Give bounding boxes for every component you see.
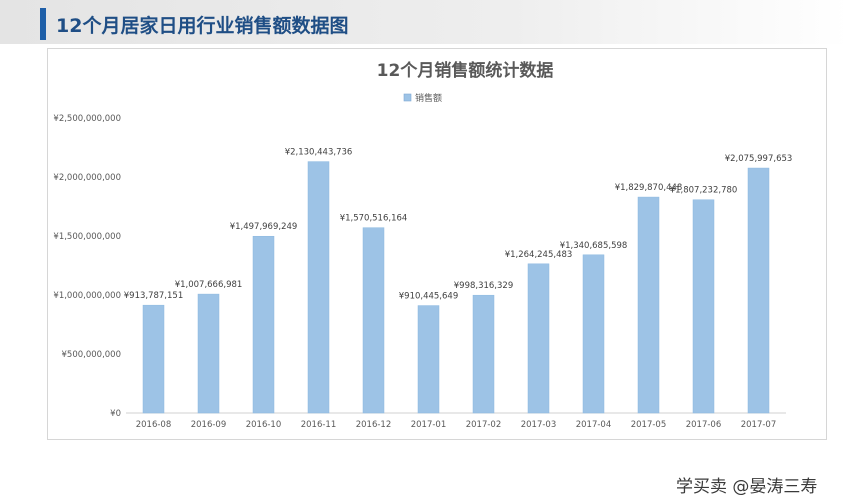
chart-title: 12个月销售额统计数据	[377, 60, 554, 81]
data-label: ¥1,497,969,249	[230, 222, 298, 232]
legend-swatch	[403, 93, 412, 102]
bar	[472, 294, 495, 414]
data-label: ¥913,787,151	[124, 291, 183, 301]
data-label: ¥910,445,649	[399, 292, 458, 302]
y-tick-label: ¥1,500,000,000	[53, 232, 121, 242]
page-title: 12个月居家日用行业销售额数据图	[56, 15, 349, 37]
x-tick-label: 2017-03	[521, 420, 557, 430]
x-tick-label: 2017-05	[631, 420, 667, 430]
header-accent-bar	[40, 8, 46, 40]
data-label: ¥1,807,232,780	[670, 186, 738, 196]
legend-label: 销售额	[415, 92, 442, 104]
x-tick-label: 2016-11	[301, 420, 337, 430]
bar	[307, 161, 330, 414]
chart-panel: 12个月销售额统计数据销售额 ¥0 ¥500,000,000 ¥1,000,000,0…	[47, 48, 827, 440]
x-tick-label: 2017-04	[576, 420, 612, 430]
data-label: ¥2,075,997,653	[725, 154, 793, 164]
y-tick-label: ¥2,000,000,000	[53, 173, 121, 183]
y-tick-label: ¥0	[110, 409, 121, 419]
page-header: 12个月居家日用行业销售额数据图	[0, 0, 849, 44]
x-tick-label: 2016-10	[246, 420, 282, 430]
data-label: ¥998,316,329	[454, 281, 513, 291]
x-tick-label: 2016-08	[136, 420, 172, 430]
bar	[197, 293, 220, 414]
data-label: ¥2,130,443,736	[285, 148, 353, 158]
bar	[417, 305, 440, 414]
y-tick-label: ¥1,000,000,000	[53, 291, 121, 301]
y-tick-label: ¥500,000,000	[62, 350, 121, 360]
data-label: ¥1,264,245,483	[505, 250, 573, 260]
x-tick-label: 2016-09	[191, 420, 227, 430]
bar	[252, 235, 275, 414]
bar	[747, 167, 770, 414]
bar	[142, 304, 165, 414]
x-tick-label: 2017-02	[466, 420, 502, 430]
bar	[637, 196, 660, 414]
watermark: 学买卖 @晏涛三寿	[676, 477, 818, 497]
data-label: ¥1,570,516,164	[340, 214, 408, 224]
bar	[527, 263, 550, 414]
data-label: ¥1,829,870,448	[615, 183, 683, 193]
x-tick-label: 2017-07	[741, 420, 777, 430]
y-tick-label: ¥2,500,000,000	[53, 114, 121, 124]
x-tick-label: 2016-12	[356, 420, 392, 430]
bar	[362, 227, 385, 414]
bar	[582, 254, 605, 414]
x-tick-label: 2017-01	[411, 420, 447, 430]
data-label: ¥1,007,666,981	[175, 280, 243, 290]
data-label: ¥1,340,685,598	[560, 241, 628, 251]
bar	[692, 199, 715, 414]
x-tick-label: 2017-06	[686, 420, 722, 430]
